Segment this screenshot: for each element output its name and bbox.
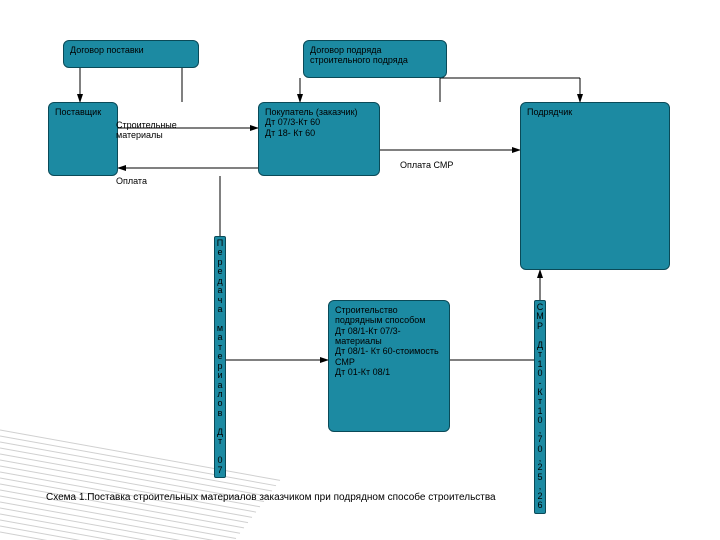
- node-buyer: Покупатель (заказчик) Дт 07/3-Кт 60 Дт 1…: [258, 102, 380, 176]
- node-build: Строительство подрядным способом Дт 08/1…: [328, 300, 450, 432]
- vlabel-smr: СМР Дт10-Кт10,70,25,26: [534, 300, 546, 514]
- label-pay: Оплата: [116, 176, 176, 190]
- vlabel-transfer: Передача материалов Дт 07: [214, 236, 226, 478]
- node-contract_podryad: Договор подряда строительного подряда: [303, 40, 447, 78]
- node-contractor: Подрядчик: [520, 102, 670, 270]
- arrows-layer: [0, 0, 720, 540]
- label-materials: Строительные материалы: [116, 120, 226, 148]
- label-pay_smr: Оплата СМР: [400, 160, 490, 174]
- node-contract_supply: Договор поставки: [63, 40, 199, 68]
- node-supplier: Поставщик: [48, 102, 118, 176]
- caption: Схема 1.Поставка строительных материалов…: [46, 492, 496, 503]
